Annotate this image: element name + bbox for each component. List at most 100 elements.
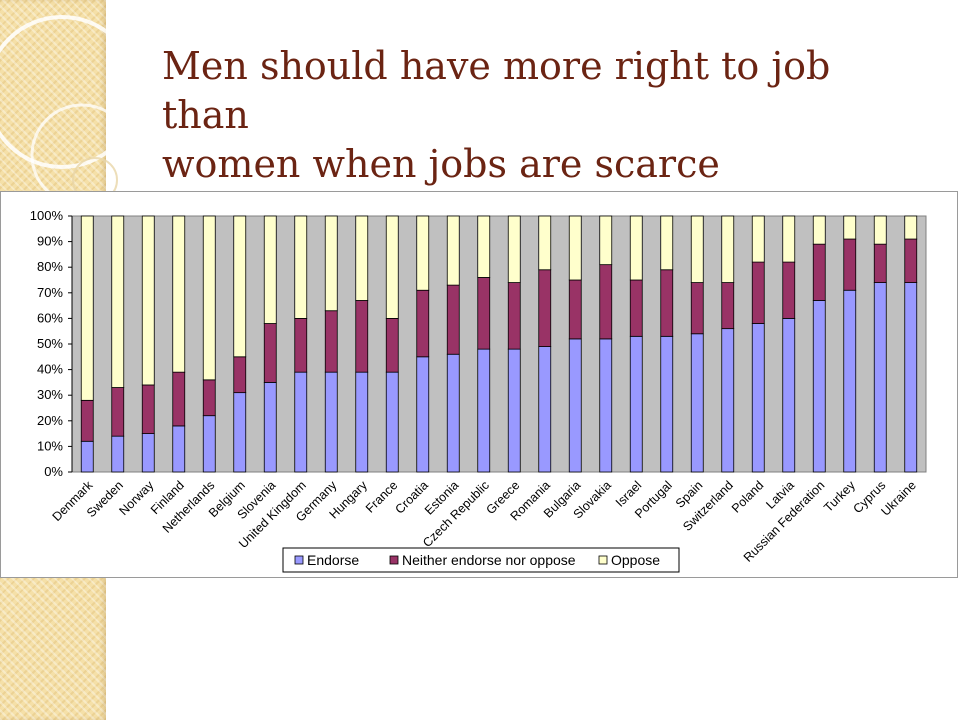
bar-endorse-norway <box>141 433 155 473</box>
bar-oppose-portugal <box>660 215 674 271</box>
bar-oppose-united-kingdom <box>294 215 308 319</box>
bar-neither-endorse-nor-oppose-russian-federation <box>812 243 826 301</box>
stacked-bar-chart: 0% 10% 20% 30% 40% 50% 60% 70% 80% 90% 100% Denmark… <box>30 208 927 573</box>
bar-oppose-romania <box>538 215 552 271</box>
decorative-circles <box>0 15 139 200</box>
bar-endorse-slovakia <box>599 338 613 473</box>
y-tick-label: 0% <box>44 464 63 479</box>
bar-neither-endorse-nor-oppose-croatia <box>416 289 430 358</box>
bar-neither-endorse-nor-oppose-turkey <box>843 238 857 291</box>
bar-oppose-russian-federation <box>812 215 826 245</box>
bar-oppose-belgium <box>233 215 247 358</box>
legend-swatch-oppose <box>598 555 608 565</box>
bar-endorse-belgium <box>233 392 247 473</box>
bar-neither-endorse-nor-oppose-hungary <box>355 300 369 373</box>
bar-endorse-netherlands <box>202 415 216 473</box>
bar-neither-endorse-nor-oppose-norway <box>141 384 155 435</box>
bar-neither-endorse-nor-oppose-denmark <box>80 399 94 442</box>
bar-neither-endorse-nor-oppose-bulgaria <box>568 279 582 340</box>
bar-oppose-ukraine <box>904 215 918 240</box>
bar-neither-endorse-nor-oppose-united-kingdom <box>294 318 308 373</box>
bar-endorse-portugal <box>660 335 674 473</box>
bar-endorse-hungary <box>355 371 369 473</box>
bar-neither-endorse-nor-oppose-finland <box>172 371 186 427</box>
chart-frame: 0% 10% 20% 30% 40% 50% 60% 70% 80% 90% 100% Denmark… <box>0 191 958 578</box>
y-tick-label: 60% <box>37 310 63 325</box>
bar-oppose-poland <box>751 215 765 263</box>
slide-title: Men should have more right to job than w… <box>162 42 922 189</box>
y-tick-label: 80% <box>37 259 63 274</box>
title-line-1: Men should have more right to job than <box>162 44 831 137</box>
bar-oppose-netherlands <box>202 215 216 381</box>
bar-endorse-croatia <box>416 356 430 473</box>
bar-endorse-slovenia <box>263 381 277 473</box>
bar-endorse-latvia <box>782 318 796 473</box>
bar-endorse-romania <box>538 346 552 473</box>
bar-oppose-croatia <box>416 215 430 291</box>
bar-neither-endorse-nor-oppose-cyprus <box>873 243 887 283</box>
bar-oppose-spain <box>690 215 704 283</box>
bar-endorse-germany <box>324 371 338 473</box>
bar-endorse-estonia <box>446 353 460 473</box>
x-tick-label-poland: Poland <box>729 478 766 515</box>
bar-oppose-denmark <box>80 215 94 401</box>
x-tick-label-norway: Norway <box>117 478 157 518</box>
bar-oppose-germany <box>324 215 338 312</box>
bar-neither-endorse-nor-oppose-sweden <box>111 387 125 437</box>
bar-neither-endorse-nor-oppose-greece <box>507 282 521 350</box>
legend-box <box>282 547 680 573</box>
bar-neither-endorse-nor-oppose-czech-republic <box>477 277 491 350</box>
bar-endorse-spain <box>690 333 704 473</box>
bar-endorse-russian-federation <box>812 300 826 473</box>
bar-endorse-israel <box>629 335 643 473</box>
y-tick-label: 10% <box>37 438 63 453</box>
bar-oppose-norway <box>141 215 155 386</box>
bar-oppose-france <box>385 215 399 319</box>
y-tick-label: 20% <box>37 413 63 428</box>
y-tick-label: 50% <box>37 336 63 351</box>
bar-endorse-denmark <box>80 440 94 473</box>
bar-neither-endorse-nor-oppose-switzerland <box>721 282 735 330</box>
plot-area <box>71 215 927 473</box>
bar-oppose-switzerland <box>721 215 735 283</box>
bar-endorse-poland <box>751 323 765 473</box>
bar-neither-endorse-nor-oppose-belgium <box>233 356 247 394</box>
legend-label-endorse: Endorse <box>307 552 359 568</box>
bar-oppose-israel <box>629 215 643 281</box>
bar-oppose-czech-republic <box>477 215 491 278</box>
bar-neither-endorse-nor-oppose-romania <box>538 269 552 347</box>
bar-neither-endorse-nor-oppose-ukraine <box>904 238 918 283</box>
bar-neither-endorse-nor-oppose-latvia <box>782 261 796 319</box>
bar-endorse-bulgaria <box>568 338 582 473</box>
y-tick-label: 30% <box>37 387 63 402</box>
bar-endorse-france <box>385 371 399 473</box>
bar-oppose-sweden <box>111 215 125 388</box>
legend-swatch-endorse <box>294 555 304 565</box>
bar-oppose-estonia <box>446 215 460 286</box>
bar-neither-endorse-nor-oppose-france <box>385 318 399 373</box>
bar-oppose-slovakia <box>599 215 613 266</box>
bar-endorse-finland <box>172 425 186 473</box>
y-tick-label: 100% <box>30 208 64 223</box>
y-tick-label: 70% <box>37 285 63 300</box>
bar-neither-endorse-nor-oppose-netherlands <box>202 379 216 417</box>
bar-oppose-bulgaria <box>568 215 582 281</box>
bar-endorse-greece <box>507 348 521 473</box>
bar-oppose-turkey <box>843 215 857 240</box>
bar-neither-endorse-nor-oppose-germany <box>324 310 338 373</box>
legend-label-oppose: Oppose <box>611 552 660 568</box>
bar-endorse-cyprus <box>873 282 887 473</box>
bar-endorse-ukraine <box>904 282 918 473</box>
bar-endorse-switzerland <box>721 328 735 473</box>
legend-label-neither-endorse-nor-oppose: Neither endorse nor oppose <box>402 552 576 568</box>
bar-neither-endorse-nor-oppose-spain <box>690 282 704 335</box>
bar-endorse-united-kingdom <box>294 371 308 473</box>
bar-neither-endorse-nor-oppose-slovakia <box>599 264 613 340</box>
bar-neither-endorse-nor-oppose-slovenia <box>263 323 277 383</box>
chart-legend: Endorse Neither endorse nor oppose Oppose <box>282 547 680 573</box>
bar-oppose-greece <box>507 215 521 283</box>
bar-oppose-cyprus <box>873 215 887 245</box>
bar-endorse-sweden <box>111 435 125 473</box>
y-tick-label: 90% <box>37 234 63 249</box>
bar-oppose-latvia <box>782 215 796 263</box>
